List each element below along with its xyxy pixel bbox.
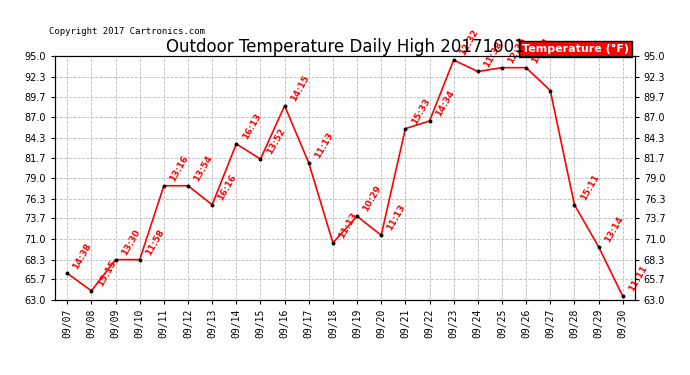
Text: 12:32: 12:32 <box>458 28 480 57</box>
Point <box>62 270 73 276</box>
Point <box>520 64 531 70</box>
Point <box>472 69 483 75</box>
Point <box>255 156 266 162</box>
Point <box>497 64 508 70</box>
Point <box>424 118 435 124</box>
Point <box>569 202 580 208</box>
Text: 11:13: 11:13 <box>313 131 335 160</box>
Text: 12:35: 12:35 <box>506 36 529 65</box>
Text: 11:13: 11:13 <box>337 211 359 240</box>
Text: 11:58: 11:58 <box>144 228 166 257</box>
Text: 11:11: 11:11 <box>627 264 649 293</box>
Text: 14:15: 14:15 <box>289 74 311 103</box>
Text: 13:14: 13:14 <box>603 214 625 244</box>
Point <box>134 256 145 262</box>
Text: 10:29: 10:29 <box>362 184 384 213</box>
Point <box>159 183 170 189</box>
Point <box>375 232 386 238</box>
Text: 15:11: 15:11 <box>579 173 601 202</box>
Text: 13:54: 13:54 <box>193 154 215 183</box>
Text: 16:16: 16:16 <box>217 173 239 202</box>
Point <box>593 244 604 250</box>
Text: 11:13: 11:13 <box>386 203 408 232</box>
Text: 16:13: 16:13 <box>241 112 263 141</box>
Text: 14:34: 14:34 <box>434 89 456 118</box>
Title: Outdoor Temperature Daily High 20171001: Outdoor Temperature Daily High 20171001 <box>166 38 524 56</box>
Point <box>110 256 121 262</box>
Point <box>279 103 290 109</box>
Point <box>448 57 460 63</box>
Point <box>86 288 97 294</box>
Text: 11:38: 11:38 <box>482 39 504 69</box>
Point <box>230 141 241 147</box>
Point <box>303 160 314 166</box>
Point <box>400 126 411 132</box>
Text: 15:15: 15:15 <box>96 259 118 288</box>
Point <box>182 183 193 189</box>
Point <box>351 213 363 219</box>
Text: 14:31: 14:31 <box>531 36 553 65</box>
Point <box>207 202 218 208</box>
Point <box>617 293 628 299</box>
Point <box>545 87 556 93</box>
Text: 13:30: 13:30 <box>120 228 141 257</box>
Point <box>327 240 338 246</box>
Text: 13:16: 13:16 <box>168 154 190 183</box>
Text: Temperature (°F): Temperature (°F) <box>522 44 629 54</box>
Text: 13:52: 13:52 <box>265 127 287 156</box>
Text: Copyright 2017 Cartronics.com: Copyright 2017 Cartronics.com <box>50 27 206 36</box>
Text: 14:38: 14:38 <box>72 241 94 270</box>
Text: 15:33: 15:33 <box>410 96 432 126</box>
